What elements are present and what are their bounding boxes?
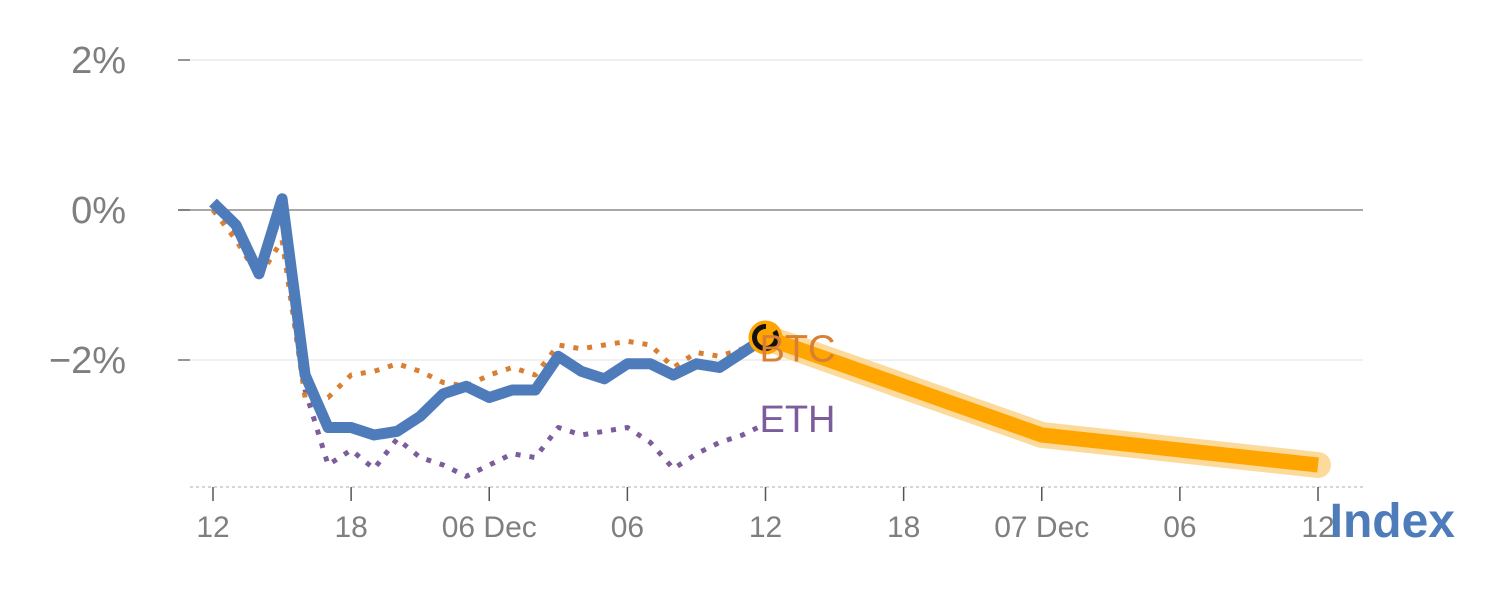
btc-label: BTC bbox=[760, 328, 836, 370]
x-tick-label: 06 Dec bbox=[442, 511, 537, 544]
x-tick-label: 07 Dec bbox=[994, 511, 1089, 544]
x-tick-label: 06 bbox=[1163, 511, 1196, 544]
y-axis-ticks: 2% 0% −2% bbox=[49, 40, 190, 382]
x-axis-title: Index bbox=[1330, 495, 1456, 548]
x-tick-label: 18 bbox=[334, 511, 367, 544]
x-axis: 12 18 06 Dec 06 12 18 07 Dec 06 12 bbox=[190, 486, 1363, 544]
index-series-line bbox=[209, 193, 769, 441]
eth-label: ETH bbox=[760, 399, 836, 441]
eth-series-line bbox=[211, 200, 767, 479]
x-tick-label: 12 bbox=[196, 511, 229, 544]
endpoint-marker-inner bbox=[752, 324, 779, 351]
x-tick-label: 18 bbox=[887, 511, 920, 544]
x-tick-label: 06 bbox=[611, 511, 644, 544]
y-tick-label: 2% bbox=[71, 40, 126, 82]
series-layer bbox=[209, 193, 1331, 479]
label-layer: BTC ETH Index bbox=[760, 328, 1456, 548]
x-tick-label: 12 bbox=[749, 511, 782, 544]
forecast-line bbox=[763, 330, 1319, 473]
y-tick-label: 0% bbox=[71, 190, 126, 232]
y-tick-label: −2% bbox=[49, 340, 126, 382]
forecast-glow bbox=[752, 324, 1331, 478]
x-tick-label: 12 bbox=[1301, 511, 1334, 544]
grid-layer bbox=[178, 59, 1363, 361]
